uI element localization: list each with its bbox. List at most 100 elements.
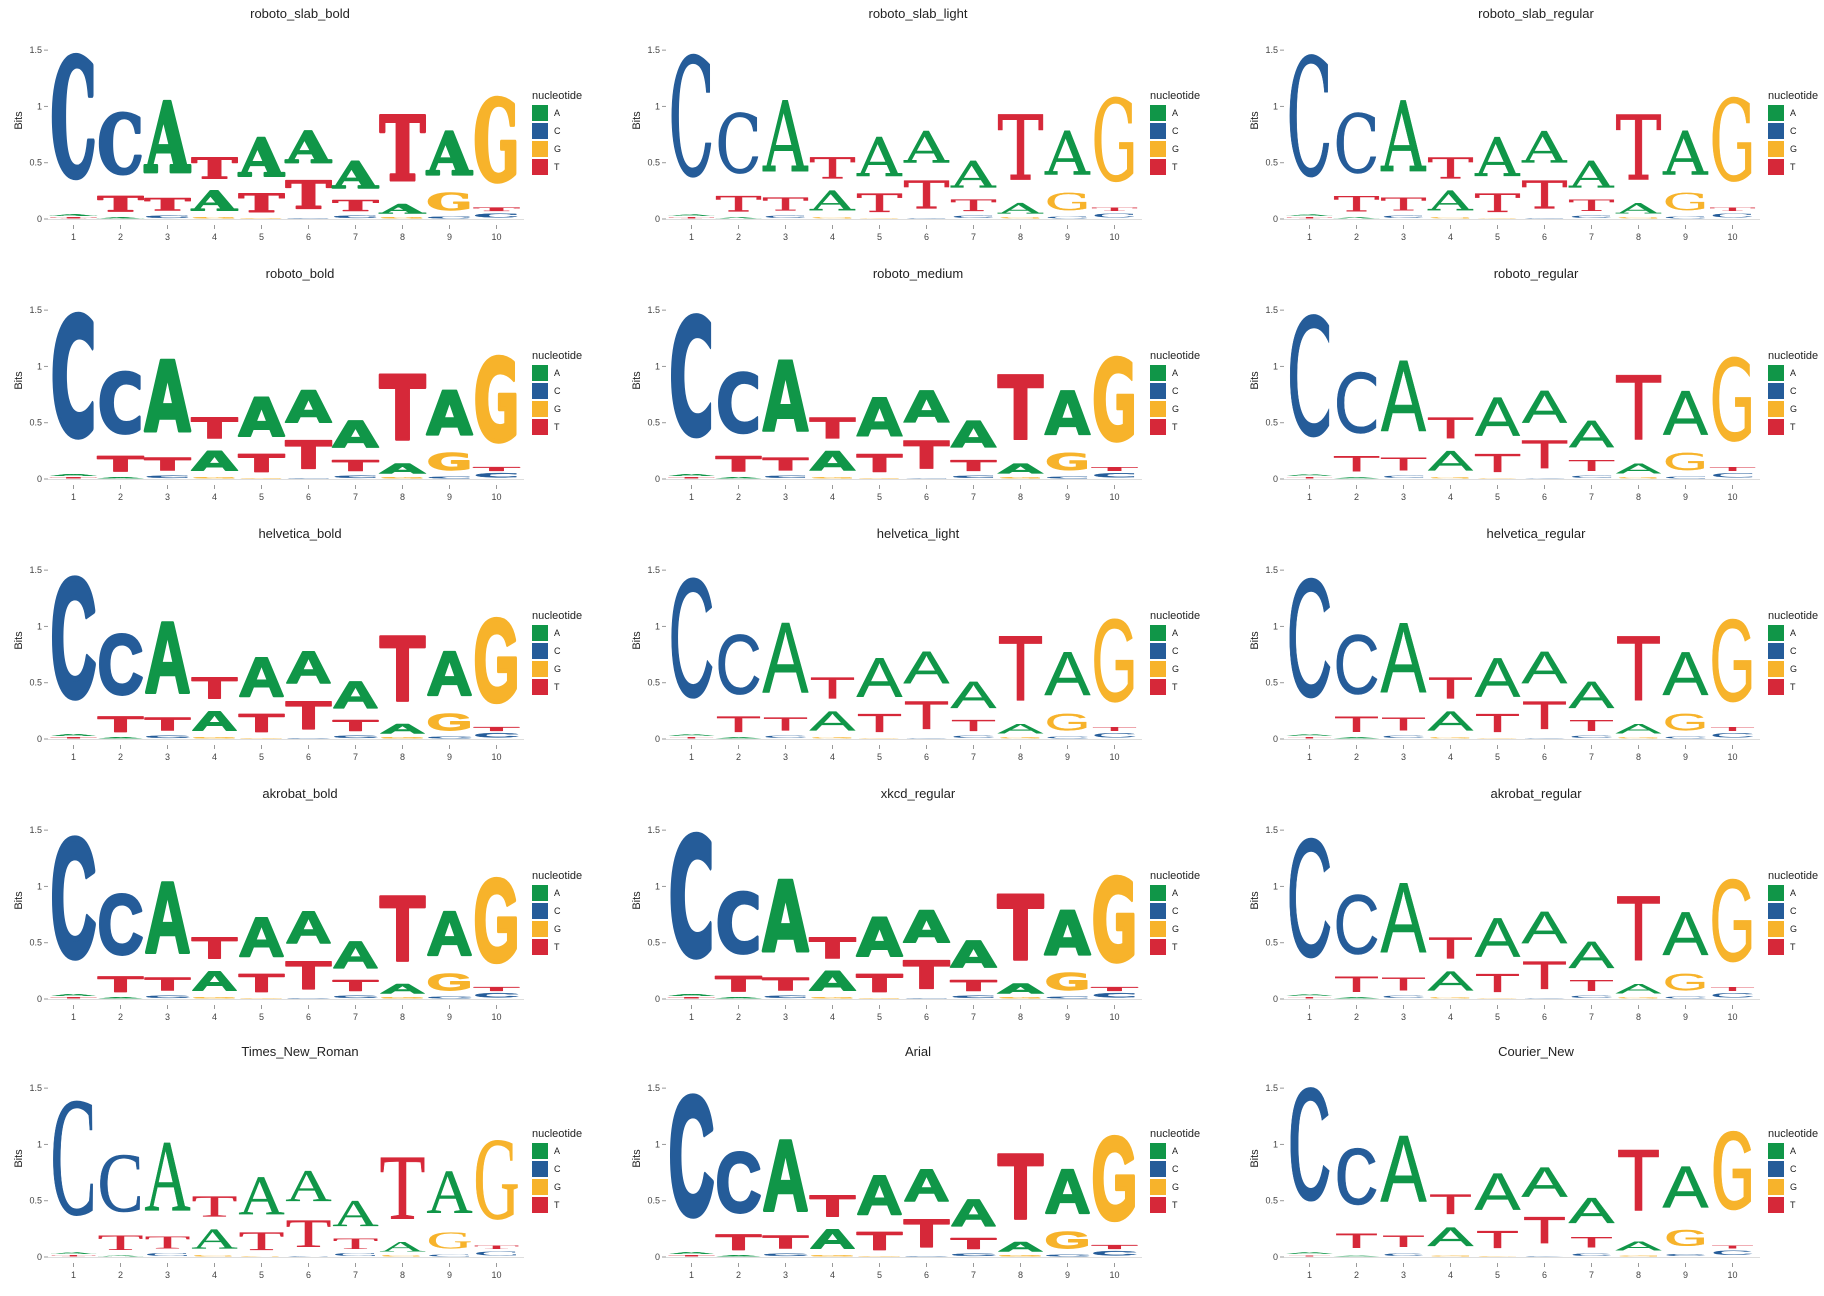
legend-label: C <box>1172 1164 1179 1174</box>
y-axis-label: Bits <box>13 1149 25 1168</box>
x-tick-label: 5 <box>877 1012 882 1022</box>
x-tick-label: 9 <box>1683 1012 1688 1022</box>
x-tick-label: 1 <box>1307 1012 1312 1022</box>
logo-letter-T: T <box>1333 712 1379 737</box>
logo-letter-C: C <box>285 478 331 479</box>
logo-letter-A: A <box>144 82 191 195</box>
logo-letter-A: A <box>191 1223 238 1255</box>
logo-letter-C: C <box>1286 25 1332 213</box>
logo-letter-G: G <box>1709 855 1755 986</box>
y-tick-label: 1 <box>655 881 660 891</box>
legend-title: nucleotide <box>1768 350 1818 362</box>
logo-letter-G: G <box>1091 1113 1137 1244</box>
logo-letter-A: A <box>426 900 472 969</box>
legend-swatch <box>1150 679 1166 695</box>
logo-letter-T: T <box>1474 449 1521 478</box>
y-tick-label: 0 <box>1273 734 1278 744</box>
legend-label: T <box>554 1200 560 1210</box>
logo-letter-G: G <box>997 477 1043 479</box>
logo-letter-C: C <box>668 804 714 993</box>
legend-swatch <box>1768 1161 1784 1177</box>
x-tick-label: 7 <box>971 1270 976 1280</box>
y-tick-label: 1 <box>37 101 42 111</box>
legend-label: A <box>554 888 560 898</box>
legend-label: A <box>1172 368 1178 378</box>
logo-letter-A: A <box>1615 1239 1662 1255</box>
y-tick-label: 1.5 <box>29 1083 42 1093</box>
legend-label: G <box>554 1182 561 1192</box>
x-tick-label: 1 <box>71 752 76 762</box>
logo-letter-C: C <box>1521 478 1567 479</box>
logo-letter-T: T <box>97 452 143 477</box>
panel-title: roboto_bold <box>266 266 335 281</box>
logo-letter-G: G <box>1615 997 1661 999</box>
logo-letter-C: C <box>762 734 808 739</box>
logo-letter-T: T <box>1333 1230 1379 1255</box>
logo-letter-T: T <box>50 217 97 219</box>
logo-letter-A: A <box>379 201 426 217</box>
logo-letter-T: T <box>144 454 191 474</box>
logo-letter-A: A <box>379 981 425 997</box>
x-tick-label: 2 <box>736 1270 741 1280</box>
panel-title: roboto_regular <box>1494 266 1579 281</box>
x-tick-label: 6 <box>306 1270 311 1280</box>
logo-letter-C: C <box>668 284 714 473</box>
logo-panel: xkcd_regular Bits 0 0.5 1 1.5 1 2 3 4 5 6 7 8 9 10 nucle… <box>628 782 1228 1038</box>
logo-letter-A: A <box>762 862 808 974</box>
legend-swatch <box>532 643 548 659</box>
logo-letter-A: A <box>997 1239 1043 1255</box>
y-tick-label: 1.5 <box>29 565 42 575</box>
logo-letter-A: A <box>144 1121 190 1232</box>
x-tick-label: 1 <box>689 232 694 242</box>
logo-letter-C: C <box>950 475 996 479</box>
logo-letter-C: C <box>426 1254 472 1257</box>
logo-letter-T: T <box>1568 977 1614 995</box>
x-tick-label: 3 <box>783 752 788 762</box>
logo-letter-G: G <box>473 76 519 207</box>
logo-letter-G: G <box>426 708 472 735</box>
legend-swatch <box>532 365 548 381</box>
y-tick-label: 1.5 <box>1265 45 1278 55</box>
x-tick-label: 5 <box>259 752 264 762</box>
legend-label: G <box>1790 144 1797 154</box>
logo-letter-C: C <box>762 215 808 220</box>
x-tick-label: 6 <box>306 752 311 762</box>
legend-swatch <box>1768 921 1784 937</box>
logo-letter-A: A <box>1568 674 1614 717</box>
legend-swatch <box>1768 939 1784 955</box>
legend-swatch <box>532 401 548 417</box>
x-tick-label: 9 <box>1065 1270 1070 1280</box>
x-tick-label: 4 <box>1448 232 1453 242</box>
logo-letter-A: A <box>809 1223 855 1254</box>
y-tick-label: 1.5 <box>647 305 660 315</box>
logo-letter-C: C <box>1091 472 1137 479</box>
logo-letter-G: G <box>1709 1113 1755 1244</box>
logo-letter-A: A <box>997 981 1044 997</box>
logo-letter-C: C <box>97 359 143 453</box>
logo-chart: roboto_boldBits00.511.51 2 3 4 5 6 7 8 9 10nucleo… <box>10 262 610 518</box>
x-tick-label: 6 <box>924 1270 929 1280</box>
y-axis-label: Bits <box>1249 371 1261 390</box>
legend-swatch <box>1768 401 1784 417</box>
logo-letter-C: C <box>1709 472 1755 479</box>
logo-letter-T: T <box>238 709 284 738</box>
y-tick-label: 0 <box>37 734 42 744</box>
logo-letter-C: C <box>426 996 472 999</box>
legend-label: A <box>1172 108 1178 118</box>
x-tick-label: 6 <box>306 1012 311 1022</box>
logo-letter-T: T <box>50 477 97 479</box>
x-tick-label: 10 <box>1727 492 1737 502</box>
logo-letter-T: T <box>668 477 715 479</box>
y-axis-label: Bits <box>13 371 25 390</box>
logo-letter-A: A <box>285 383 331 433</box>
logo-letter-T: T <box>997 1135 1043 1238</box>
logo-letter-G: G <box>426 449 472 476</box>
y-axis-label: Bits <box>13 891 25 910</box>
legend-swatch <box>1768 679 1784 695</box>
logo-letter-T: T <box>715 193 761 217</box>
logo-panel: roboto_slab_bold Bits 0 0.5 1 1.5 1 2 3 4 5 6 7 8 9 10 n… <box>10 2 610 258</box>
x-tick-label: 7 <box>1589 1270 1594 1280</box>
legend-label: T <box>1790 162 1796 172</box>
logo-letter-A: A <box>97 477 144 479</box>
x-tick-label: 1 <box>1307 492 1312 502</box>
